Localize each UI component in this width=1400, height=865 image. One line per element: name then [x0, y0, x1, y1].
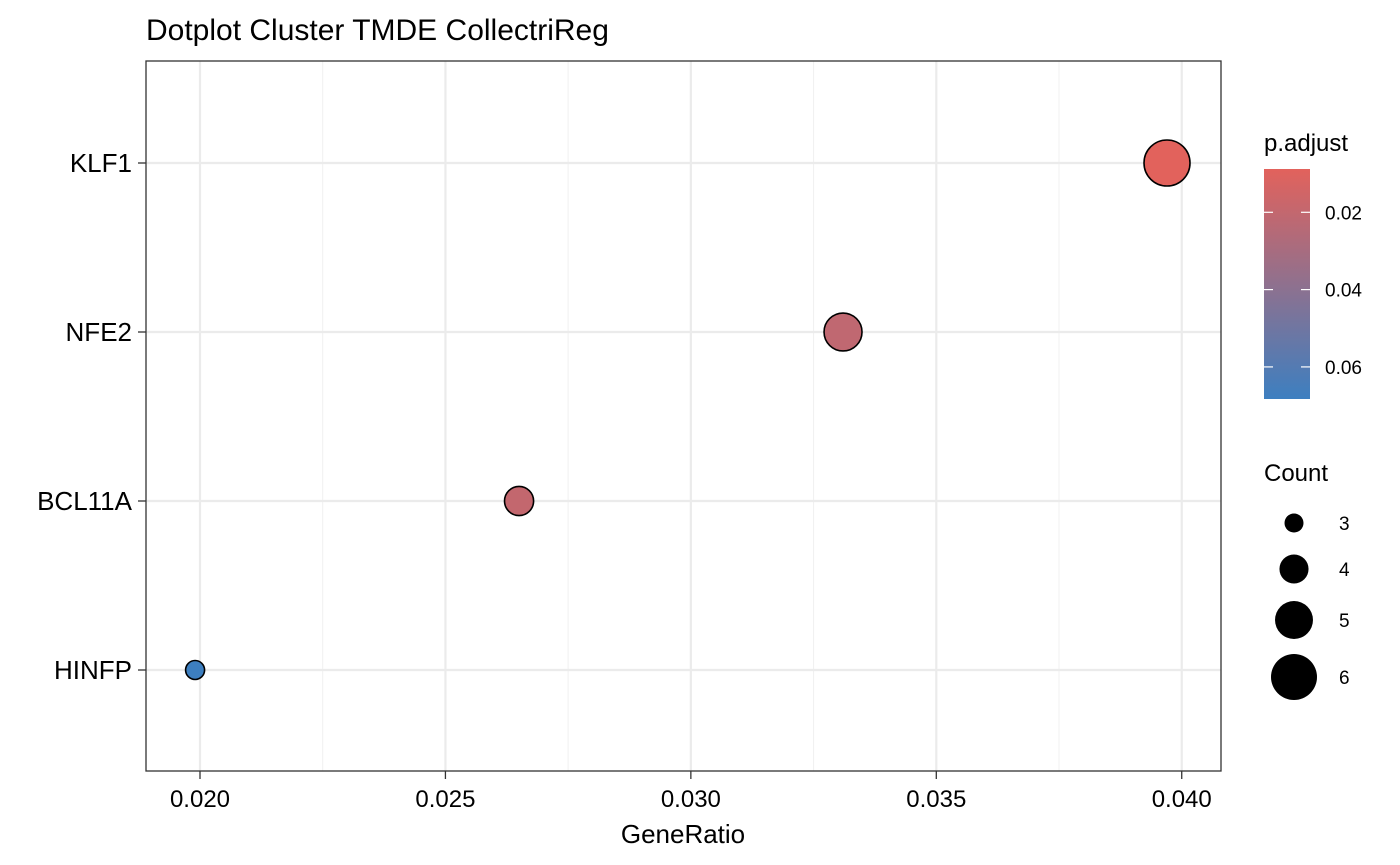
y-tick-label: BCL11A [37, 486, 133, 516]
y-tick-label: HINFP [54, 655, 132, 685]
y-tick-label: NFE2 [66, 317, 132, 347]
panel-border [145, 60, 1222, 772]
colorbar-tick-label: 0.02 [1325, 203, 1362, 224]
color-legend: p.adjust 0.02 0.04 0.06 [1264, 130, 1362, 399]
colorbar-tick-label: 0.04 [1325, 281, 1362, 302]
colorbar-ticks: 0.02 0.04 0.06 [1264, 203, 1362, 379]
x-tick-label: 0.040 [1152, 786, 1212, 813]
size-legend-key-3 [1284, 513, 1304, 533]
x-tick-label: 0.030 [661, 786, 721, 813]
size-legend-key-4 [1279, 554, 1309, 584]
data-point-hinfp [184, 659, 206, 681]
size-legend-label: 3 [1339, 514, 1350, 535]
colorbar [1264, 169, 1310, 399]
x-axis-title: GeneRatio [621, 819, 745, 849]
x-tick-label: 0.025 [415, 786, 475, 813]
y-tick-label: KLF1 [70, 148, 132, 178]
data-points [184, 139, 1191, 681]
size-legend-label: 4 [1339, 560, 1350, 581]
size-legend-label: 6 [1339, 668, 1350, 689]
size-legend-key-5 [1275, 601, 1313, 639]
color-legend-title: p.adjust [1264, 130, 1348, 157]
x-tick-label: 0.020 [170, 786, 230, 813]
panel-background [146, 61, 1221, 771]
grid-minor [322, 61, 1060, 771]
colorbar-tick-label: 0.06 [1325, 358, 1362, 379]
size-legend-title: Count [1264, 460, 1328, 487]
data-point-bcl11a [503, 485, 535, 517]
size-legend: Count 3 4 5 6 [1264, 460, 1350, 700]
x-axis: 0.020 0.025 0.030 0.035 0.040 [170, 771, 1212, 813]
data-point-klf1 [1143, 139, 1191, 187]
chart-title: Dotplot Cluster TMDE CollectriReg [146, 14, 609, 47]
grid-major [146, 61, 1221, 771]
size-legend-label: 5 [1339, 611, 1350, 632]
data-point-nfe2 [823, 312, 863, 352]
y-axis: KLF1 NFE2 BCL11A HINFP [37, 148, 146, 685]
x-tick-label: 0.035 [906, 786, 966, 813]
size-legend-key-6 [1271, 654, 1317, 700]
size-legend-keys: 3 4 5 6 [1271, 513, 1350, 700]
